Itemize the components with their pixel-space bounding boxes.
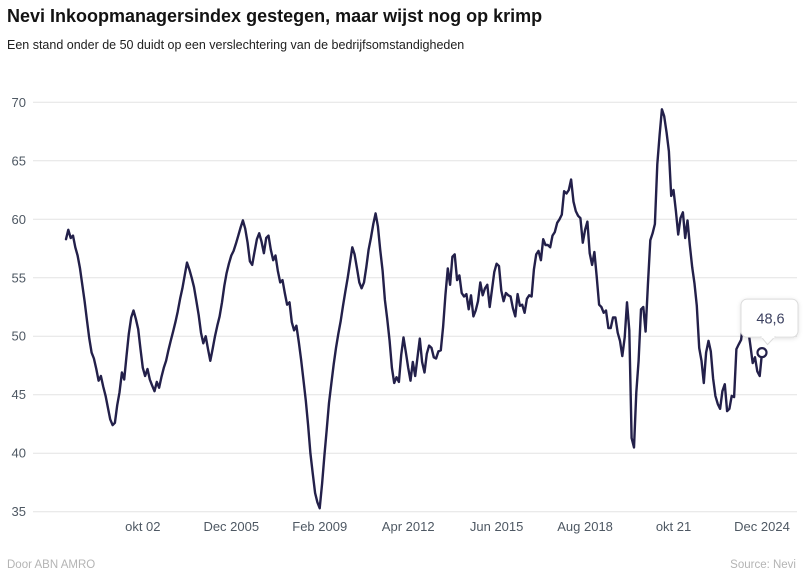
x-axis-tick-label: okt 21: [656, 519, 691, 534]
annotation-layer: 48,6: [740, 298, 799, 359]
series-layer: [64, 108, 764, 510]
x-axis-tick-label: Aug 2018: [557, 519, 613, 534]
x-axis-labels: okt 02 Dec 2005 Feb 2009 Apr 2012 Jun 2015 Au…: [125, 519, 790, 534]
byline: Door ABN AMRO: [7, 559, 96, 571]
x-axis-tick-label: Feb 2009: [292, 519, 347, 534]
gridlines-layer: [33, 101, 797, 513]
y-axis-tick-label: 40: [12, 446, 26, 461]
x-axis-tick-label: Dec 2024: [734, 519, 790, 534]
pmi-series-line[interactable]: [64, 108, 764, 510]
x-axis-tick-label: Apr 2012: [382, 519, 435, 534]
y-axis-labels: 70 65 60 55 50 45 40 35: [12, 95, 26, 519]
chart-title: Nevi Inkoopmanagersindex gestegen, maar …: [7, 6, 543, 26]
last-value-marker[interactable]: [756, 347, 768, 359]
y-axis-tick-label: 50: [12, 329, 26, 344]
source-credit: Source: Nevi: [730, 559, 796, 571]
x-axis-tick-label: Dec 2005: [203, 519, 259, 534]
y-axis-tick-label: 70: [12, 95, 26, 110]
x-axis-tick-label: Jun 2015: [470, 519, 524, 534]
y-axis-tick-label: 35: [12, 504, 26, 519]
y-axis-tick-label: 60: [12, 212, 26, 227]
y-axis-tick-label: 65: [12, 153, 26, 168]
x-axis-tick-label: okt 02: [125, 519, 160, 534]
y-axis-tick-label: 45: [12, 387, 26, 402]
value-tooltip-pointer-mask: [761, 335, 775, 339]
chart-subtitle: Een stand onder de 50 duidt op een versl…: [7, 38, 465, 52]
pmi-line-chart: 70 65 60 55 50 45 40 35 okt 02 Dec 2005 Feb 2009 A…: [12, 95, 799, 534]
value-tooltip-label: 48,6: [756, 312, 784, 328]
y-axis-tick-label: 55: [12, 270, 26, 285]
